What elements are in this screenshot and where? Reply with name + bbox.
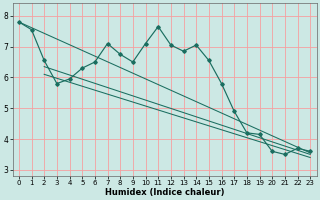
X-axis label: Humidex (Indice chaleur): Humidex (Indice chaleur)	[105, 188, 224, 197]
